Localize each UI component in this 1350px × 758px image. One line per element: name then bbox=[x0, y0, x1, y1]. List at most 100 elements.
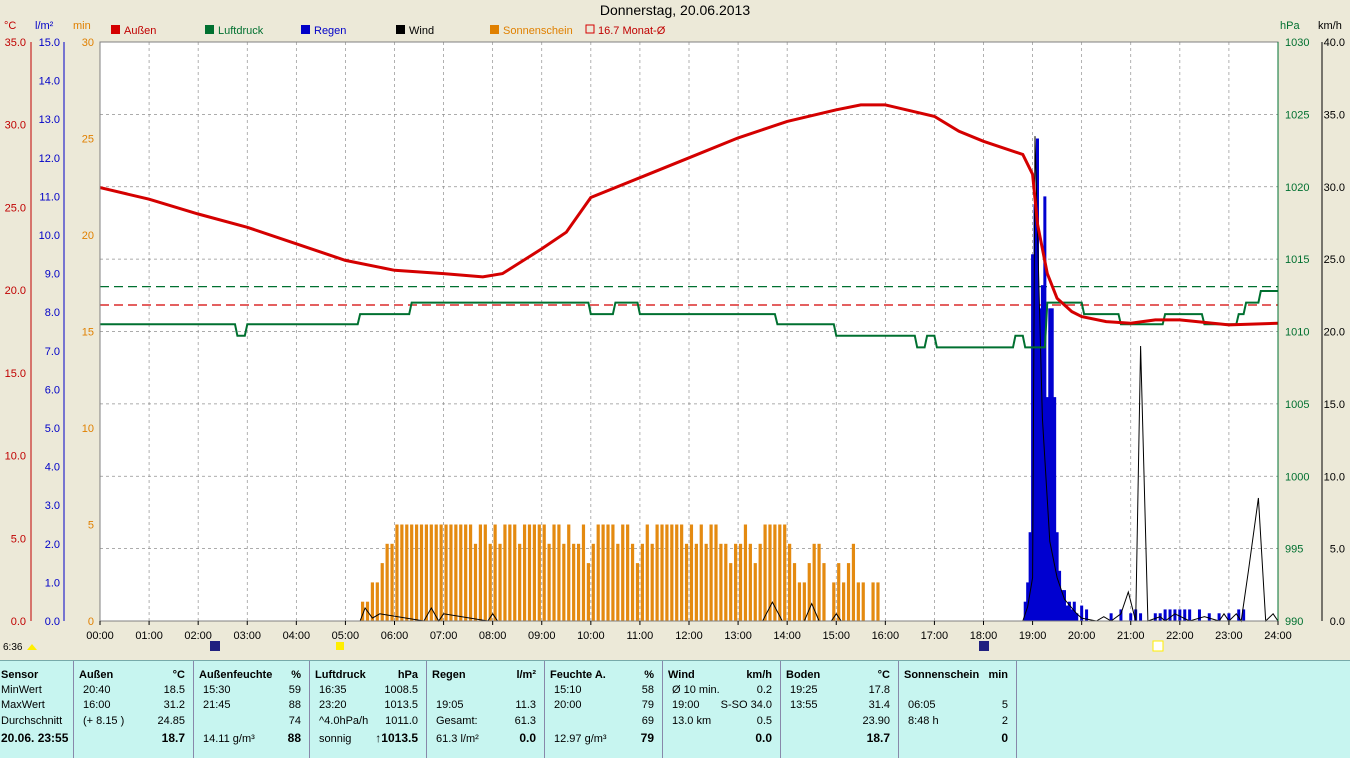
sunshine-bar bbox=[640, 543, 644, 621]
temp-tick-label: 20.0 bbox=[5, 285, 26, 297]
pressure-tick-label: 1030 bbox=[1285, 37, 1309, 49]
legend: Außen Luftdruck Regen Wind Sonnenschein … bbox=[111, 24, 666, 37]
sunshine-bar bbox=[729, 563, 733, 621]
rain-bar bbox=[1026, 582, 1030, 621]
stats-column-unit: % bbox=[644, 669, 654, 681]
rain-tick-label: 9.0 bbox=[45, 269, 60, 281]
stats-cell-value: 0.2 bbox=[756, 684, 772, 696]
grid bbox=[100, 42, 1278, 621]
rain-bar bbox=[1109, 613, 1113, 621]
x-tick-label: 04:00 bbox=[283, 630, 311, 642]
sunshine-bar bbox=[861, 582, 865, 621]
rain-bar bbox=[1242, 609, 1246, 621]
pressure-axis-unit: hPa bbox=[1280, 20, 1300, 32]
row-label-current: 20.06. 23:55 bbox=[1, 731, 69, 745]
sunshine-bar bbox=[508, 524, 512, 621]
rain-bars bbox=[1023, 138, 1246, 622]
x-tick-label: 16:00 bbox=[872, 630, 900, 642]
stats-cell-label: 13:55 bbox=[790, 699, 818, 711]
temp-axis-unit: °C bbox=[4, 20, 16, 32]
sunshine-bar bbox=[660, 524, 664, 621]
rain-bar bbox=[1085, 609, 1089, 621]
sunshine-bar bbox=[390, 543, 394, 621]
sunshine-bar bbox=[459, 524, 463, 621]
sunshine-bars bbox=[360, 524, 880, 621]
axes: 0.0 5.0 10.0 15.0 20.0 25.0 30.0 35.0 0.0 1.0 2.0 3… bbox=[5, 37, 1345, 642]
sunshine-bar bbox=[537, 524, 541, 621]
stats-cell-label: 15:10 bbox=[554, 684, 582, 696]
stats-column: Sonnenschein min 06:05 5 8:48 h 2 0 bbox=[899, 661, 1017, 758]
stats-column-title: Feuchte A. bbox=[550, 669, 606, 681]
stats-cell-value: 0.5 bbox=[756, 715, 772, 727]
stats-cell-value: 5 bbox=[1001, 699, 1008, 711]
sunshine-bar bbox=[488, 543, 492, 621]
pressure-tick-label: 1005 bbox=[1285, 399, 1309, 411]
stats-column-unit: °C bbox=[877, 669, 890, 681]
sunshine-bar bbox=[562, 543, 566, 621]
stats-cell-value: 79 bbox=[641, 699, 654, 711]
sunshine-bar bbox=[449, 524, 453, 621]
stats-cell-value: 11.3 bbox=[515, 699, 536, 711]
wind-tick-label: 0.0 bbox=[1330, 616, 1345, 628]
sunrise-time: 6:36 bbox=[3, 642, 23, 653]
sunshine-bar bbox=[557, 524, 561, 621]
wind-tick-label: 15.0 bbox=[1324, 399, 1345, 411]
rain-bar bbox=[1038, 308, 1042, 621]
rain-bar bbox=[1043, 196, 1047, 621]
x-tick-label: 01:00 bbox=[135, 630, 163, 642]
stats-column-title: Außen bbox=[79, 669, 114, 681]
sunshine-bar bbox=[748, 543, 752, 621]
sunshine-bar bbox=[851, 543, 856, 621]
rain-bar bbox=[1050, 308, 1054, 621]
rain-bar bbox=[1080, 605, 1084, 621]
rain-bar bbox=[1153, 613, 1157, 621]
stats-column-unit: °C bbox=[172, 669, 185, 681]
rain-tick-label: 6.0 bbox=[45, 384, 60, 396]
sunshine-bar bbox=[876, 582, 880, 621]
rain-tick-label: 2.0 bbox=[45, 539, 60, 551]
legend-label-sonnenschein: Sonnenschein bbox=[503, 25, 573, 37]
stats-cell-label: 8:48 h bbox=[908, 715, 939, 727]
sunshine-bar bbox=[684, 543, 689, 621]
pressure-tick-label: 1025 bbox=[1285, 109, 1309, 121]
sunshine-bar bbox=[773, 524, 777, 621]
sunshine-bar bbox=[581, 524, 586, 621]
stats-column-unit: % bbox=[291, 669, 301, 681]
rain-bar bbox=[1048, 308, 1052, 621]
rain-bar bbox=[1028, 532, 1032, 621]
sun-tick-label: 10 bbox=[82, 423, 94, 435]
rain-bar bbox=[1129, 613, 1133, 621]
x-tick-label: 07:00 bbox=[430, 630, 458, 642]
rain-axis-unit: l/m² bbox=[35, 20, 54, 32]
row-label-min: MinWert bbox=[1, 684, 42, 696]
sunshine-bar bbox=[846, 563, 851, 621]
stats-column-title: Boden bbox=[786, 669, 821, 681]
pressure-line bbox=[100, 290, 1278, 349]
stats-cell-value: 69 bbox=[641, 715, 654, 727]
rain-bar bbox=[1053, 397, 1057, 621]
sunshine-bar bbox=[699, 524, 703, 621]
stats-cell-value: S-SO 34.0 bbox=[720, 699, 772, 711]
sunshine-bar bbox=[778, 524, 782, 621]
sunshine-bar bbox=[675, 524, 679, 621]
stats-cell-value: 61.3 bbox=[514, 715, 536, 727]
rain-bar bbox=[1197, 609, 1201, 621]
sunrise-marker: 6:36 bbox=[3, 642, 37, 653]
sun-small-icon bbox=[27, 644, 37, 650]
sunshine-bar bbox=[518, 543, 522, 621]
rain-bar bbox=[1067, 601, 1071, 621]
moon-phase-icon bbox=[210, 641, 220, 651]
x-tick-label: 12:00 bbox=[675, 630, 703, 642]
stats-column: Feuchte A.% 15:10 58 20:00 79 69 12.97 g/m³ 79 bbox=[545, 661, 663, 758]
moon-phase-icon bbox=[979, 641, 989, 651]
stats-column-title: Wind bbox=[668, 669, 695, 681]
rain-bar bbox=[1163, 609, 1167, 621]
stats-cell-value: 58 bbox=[641, 684, 654, 696]
x-tick-label: 02:00 bbox=[184, 630, 212, 642]
legend-label-aussen: Außen bbox=[124, 25, 156, 37]
stats-cell-value: 1013.5 bbox=[384, 699, 418, 711]
x-tick-label: 20:00 bbox=[1068, 630, 1096, 642]
sunshine-bar bbox=[788, 543, 792, 621]
sunshine-bar bbox=[792, 563, 797, 621]
rain-bar bbox=[1173, 609, 1177, 621]
